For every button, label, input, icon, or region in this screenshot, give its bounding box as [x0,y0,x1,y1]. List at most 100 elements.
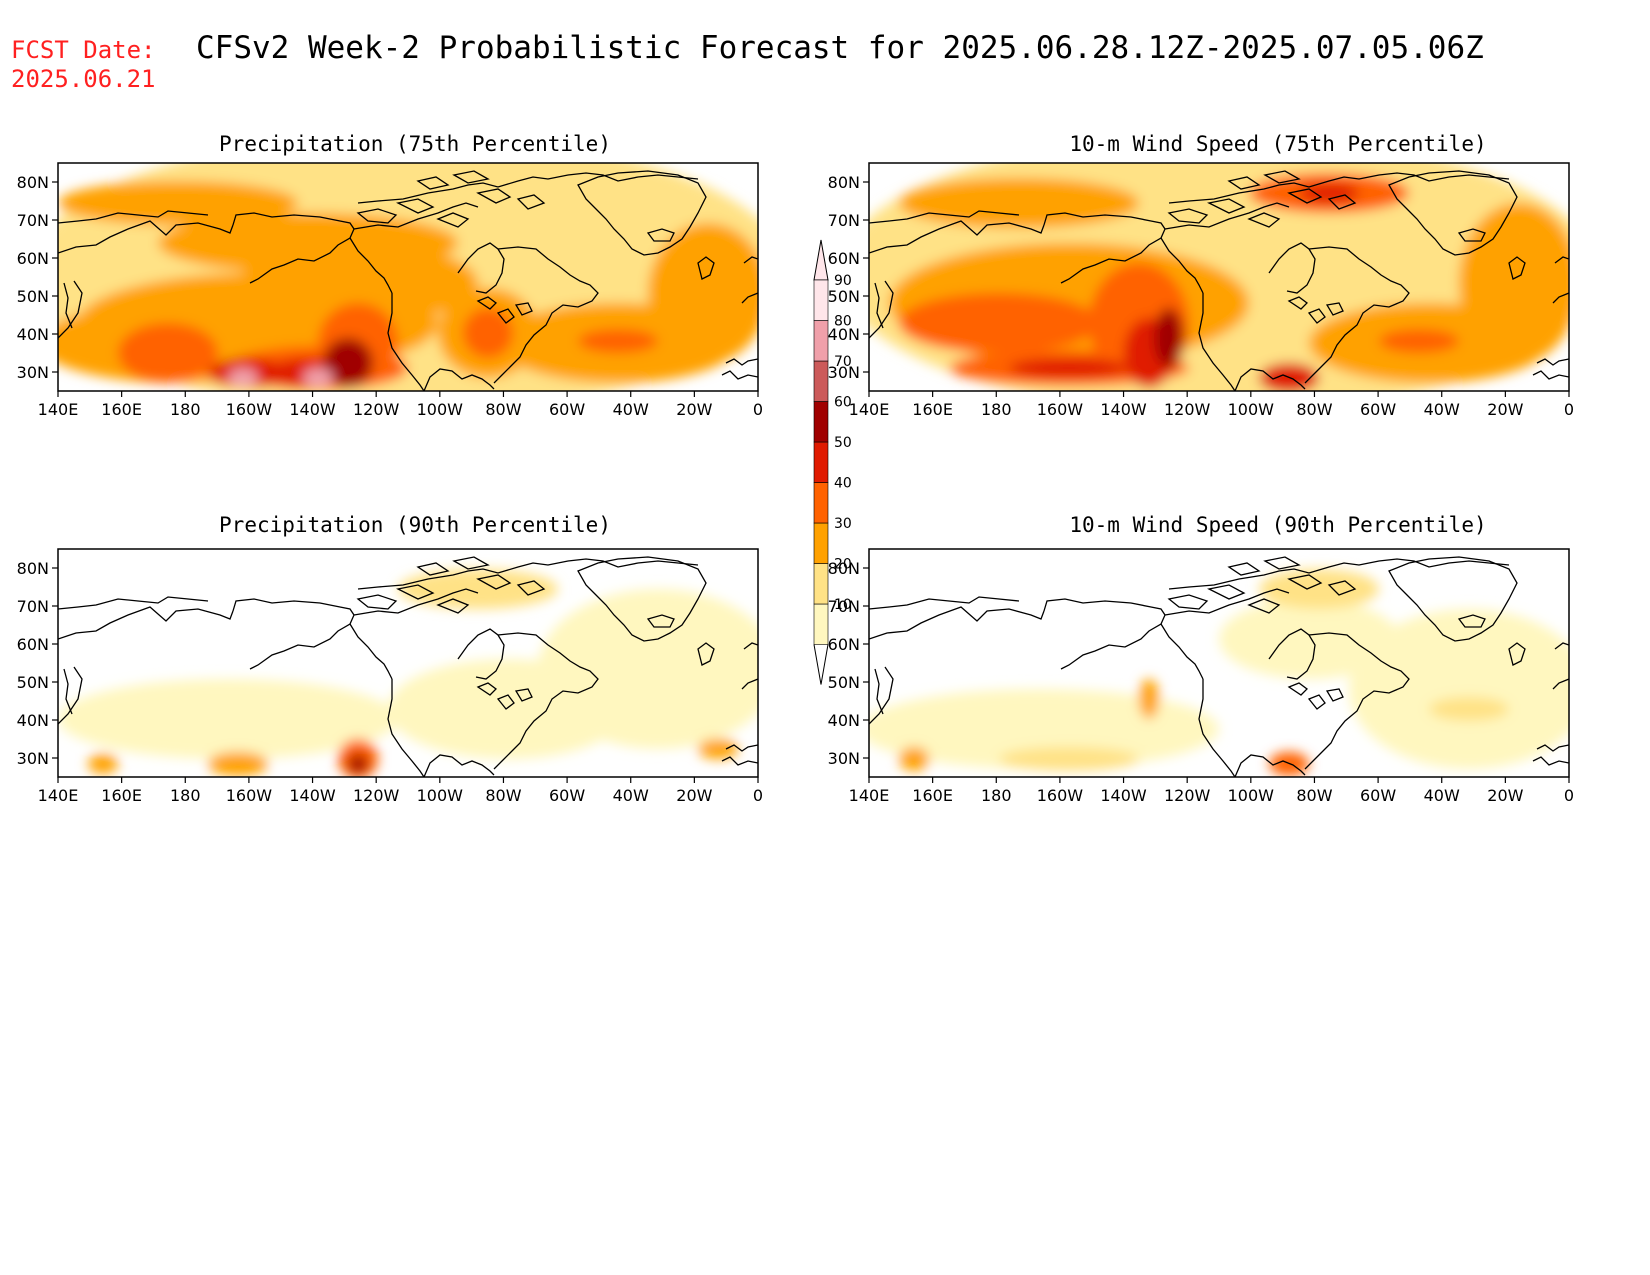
lon-tick-label: 0 [753,400,763,419]
lon-tick-label: 60W [1360,786,1396,805]
lon-tick-label: 140W [1100,400,1147,419]
lon-tick-label: 140E [849,400,890,419]
lon-tick-label: 140W [289,400,336,419]
map-precip90: 140E 160E 180 160W 140W 120W 100W 80W 60W 40W 20W 0… [17,548,763,805]
colorbar-segment [813,482,829,524]
shaded-region [899,178,1139,228]
shaded-region [1009,358,1129,378]
lon-tick-label: 40W [613,786,649,805]
lat-tick-label: 60N [17,249,49,268]
lon-tick-label: 80W [485,786,521,805]
fcst-date-value: 2025.06.21 [11,65,156,93]
lon-tick-label: 140E [38,786,79,805]
lon-tick-label: 0 [753,786,763,805]
lon-tick-label: 140W [1100,786,1147,805]
lon-tick-label: 80W [485,400,521,419]
shaded-region [228,368,258,388]
colorbar-segment [813,360,829,402]
colorbar-segment [813,563,829,605]
colorbar-segment [813,441,829,483]
colorbar-label: 30 [834,516,852,532]
colorbar-label: 70 [834,354,852,370]
colorbar-label: 10 [834,597,852,613]
lon-tick-label: 120W [353,786,400,805]
colorbar-segment [813,401,829,443]
colorbar-segment [813,279,829,321]
lat-tick-label: 40N [17,711,49,730]
map-frame [868,162,1570,392]
shaded-region [118,323,218,383]
shaded-region [899,293,1099,353]
lat-tick-label: 50N [828,287,860,306]
colorbar-segment [813,320,829,362]
lat-tick-label: 70N [828,597,860,616]
lat-tick-label: 70N [828,211,860,230]
map-frame [868,548,1570,778]
colorbar-label: 90 [834,273,852,289]
lon-tick-label: 120W [1164,400,1211,419]
colorbar-label: 40 [834,476,852,492]
lon-tick-label: 60W [549,786,585,805]
shaded-region [1349,609,1569,769]
shaded-region [1219,599,1399,679]
lon-tick-label: 100W [417,400,464,419]
lon-tick-label: 160E [912,786,953,805]
shaded-region [208,752,268,776]
shaded-region [698,739,738,759]
map-wind90: 140E 160E 180 160W 140W 120W 100W 80W 60W 40W 20W 0… [828,548,1574,805]
shaded-region [1299,183,1359,203]
lat-tick-label: 30N [17,749,49,768]
lon-tick-label: 140E [849,786,890,805]
lon-tick-label: 40W [613,400,649,419]
shaded-region [578,329,658,353]
lat-tick-label: 70N [17,597,49,616]
lon-tick-label: 100W [417,786,464,805]
shaded-region [648,223,758,363]
colorbar-label: 50 [834,435,852,451]
probability-field [869,163,1569,391]
lon-tick-label: 40W [1424,786,1460,805]
shaded-region [303,368,333,388]
panel-title-wind75: 10-m Wind Speed (75th Percentile) [1069,132,1487,156]
lat-tick-label: 50N [17,287,49,306]
lon-tick-label: 120W [1164,786,1211,805]
colorbar-segment [813,603,829,645]
colorbar: 10 20 30 40 50 60 70 80 90 [813,239,852,685]
lat-tick-label: 40N [828,711,860,730]
lon-tick-label: 160W [226,786,273,805]
shaded-region [1139,679,1159,719]
shaded-region [58,679,398,759]
shaded-region [1379,329,1459,353]
shaded-region [1154,308,1184,368]
shaded-region [323,338,373,388]
lat-tick-label: 80N [17,559,49,578]
colorbar-label: 20 [834,557,852,573]
lon-tick-label: 160E [912,400,953,419]
lon-tick-label: 160E [101,400,142,419]
lon-tick-label: 80W [1296,400,1332,419]
shaded-region [88,754,118,774]
lat-tick-label: 30N [828,363,860,382]
lon-tick-label: 20W [1487,786,1523,805]
lat-tick-label: 60N [828,635,860,654]
lon-tick-label: 120W [353,400,400,419]
lat-tick-label: 60N [828,249,860,268]
forecast-date-block: FCST Date: 2025.06.21 [11,36,156,94]
lat-tick-label: 30N [828,749,860,768]
lon-tick-label: 180 [981,400,1012,419]
lon-tick-label: 100W [1228,786,1275,805]
lat-tick-label: 60N [17,635,49,654]
colorbar-segment [813,522,829,564]
map-wind75: 140E 160E 180 160W 140W 120W 100W 80W 60W 40W 20W 0… [828,162,1574,419]
shaded-region [348,754,368,774]
lat-tick-label: 80N [17,173,49,192]
lat-tick-label: 50N [17,673,49,692]
lon-tick-label: 160W [1037,786,1084,805]
lon-tick-label: 20W [676,786,712,805]
lon-tick-label: 60W [1360,400,1396,419]
lon-tick-label: 160W [1037,400,1084,419]
lon-tick-label: 180 [170,786,201,805]
lon-tick-label: 20W [676,400,712,419]
lon-tick-label: 180 [170,400,201,419]
